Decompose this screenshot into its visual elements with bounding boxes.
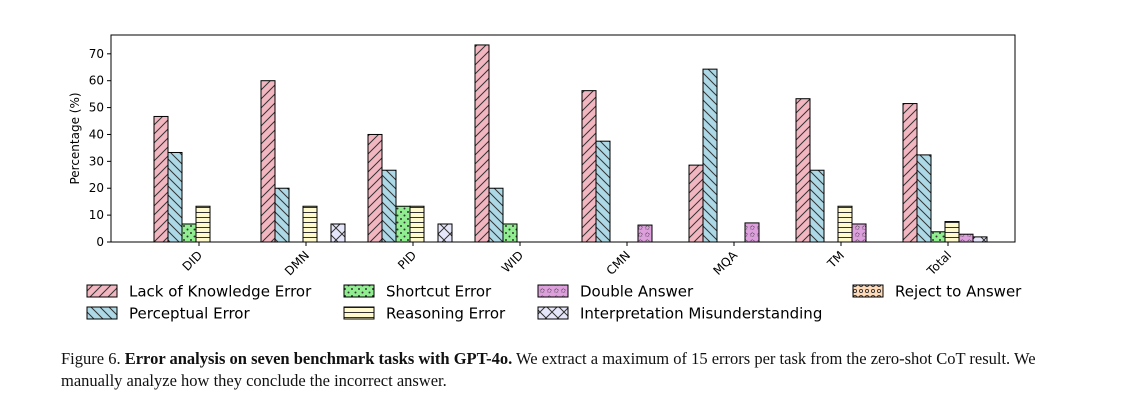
bar-hatch-reasoning-error: [302, 205, 318, 243]
bar-hatch-lack-of-knowledge-error: [795, 98, 811, 243]
y-tick-label: 40: [89, 127, 104, 141]
bar-hatch-reasoning-error: [837, 205, 853, 243]
legend-label-reject-to-answer: Reject to Answer: [895, 283, 1022, 301]
x-tick-label: DMN: [282, 248, 312, 278]
bar-hatch-lack-of-knowledge-error: [367, 133, 383, 243]
bar-hatch-double-answer: [851, 223, 867, 243]
x-tick-label: CMN: [604, 248, 633, 277]
legend-swatch-hatch-reject-to-answer: [852, 284, 884, 298]
bar-hatch-perceptual-error: [167, 151, 183, 243]
legend-label-double-answer: Double Answer: [580, 283, 694, 301]
legend-swatch-hatch-interpretation-misunderstanding: [537, 306, 569, 320]
bar-hatch-reasoning-error: [409, 205, 425, 243]
legend-swatch-hatch-double-answer: [537, 284, 569, 298]
y-axis: 0 10 20 30 40 50 60 70: [89, 47, 111, 249]
legend-label-lack-of-knowledge-error: Lack of Knowledge Error: [129, 283, 312, 301]
x-tick-label: TM: [824, 248, 847, 271]
bar-hatch-shortcut-error: [502, 223, 518, 243]
x-tick-label: MQA: [710, 248, 740, 278]
y-tick-label: 30: [89, 154, 104, 168]
bar-hatch-shortcut-error: [395, 205, 411, 243]
y-tick-label: 20: [89, 181, 104, 195]
caption-bold-title: Error analysis on seven benchmark tasks …: [124, 349, 513, 368]
legend-label-interpretation-misunderstanding: Interpretation Misunderstanding: [580, 305, 822, 323]
bar-hatch-double-answer: [958, 233, 974, 243]
bars-layer: [153, 44, 988, 243]
y-tick-label: 70: [89, 47, 104, 61]
bar-hatch-interpretation-misunderstanding: [972, 236, 988, 243]
legend: Lack of Knowledge Error Perceptual Error S…: [86, 283, 1022, 323]
bar-hatch-perceptual-error: [381, 169, 397, 243]
legend-swatch-hatch-lack-of-knowledge-error: [86, 284, 118, 298]
bar-hatch-interpretation-misunderstanding: [437, 223, 453, 243]
bar-hatch-perceptual-error: [702, 68, 718, 243]
bar-hatch-lack-of-knowledge-error: [474, 44, 490, 243]
bar-hatch-shortcut-error: [930, 231, 946, 243]
bar-hatch-interpretation-misunderstanding: [330, 223, 346, 243]
bar-hatch-reasoning-error: [195, 205, 211, 243]
x-tick-label: PID: [395, 248, 419, 272]
bar-hatch-lack-of-knowledge-error: [260, 80, 276, 243]
caption-text: We extract a maximum of 15 errors per ta…: [61, 349, 1036, 390]
bar-hatch-lack-of-knowledge-error: [153, 115, 169, 243]
caption-label: Figure 6.: [61, 349, 121, 368]
bar-hatch-lack-of-knowledge-error: [902, 103, 918, 243]
bar-hatch-perceptual-error: [488, 187, 504, 243]
x-tick-label: DID: [180, 248, 205, 273]
bar-hatch-lack-of-knowledge-error: [688, 164, 704, 243]
plot-frame: [110, 34, 1016, 243]
x-tick-label: WID: [499, 248, 526, 275]
legend-swatch-hatch-reasoning-error: [343, 306, 375, 320]
bar-hatch-perceptual-error: [274, 187, 290, 243]
bar-hatch-lack-of-knowledge-error: [581, 90, 597, 243]
figure-caption: Figure 6. Error analysis on seven benchm…: [61, 348, 1071, 392]
y-tick-label: 10: [89, 208, 104, 222]
y-tick-label: 0: [96, 235, 104, 249]
legend-swatch-hatch-perceptual-error: [86, 306, 118, 320]
bar-hatch-perceptual-error: [916, 154, 932, 243]
legend-label-shortcut-error: Shortcut Error: [386, 283, 492, 301]
bar-hatch-perceptual-error: [595, 140, 611, 243]
y-axis-label: Percentage (%): [68, 92, 82, 184]
y-tick-label: 60: [89, 74, 104, 88]
bar-hatch-double-answer: [637, 224, 653, 243]
bar-hatch-perceptual-error: [809, 169, 825, 243]
legend-label-perceptual-error: Perceptual Error: [129, 305, 250, 323]
bar-hatch-reasoning-error: [944, 221, 960, 243]
legend-label-reasoning-error: Reasoning Error: [386, 305, 506, 323]
bar-hatch-shortcut-error: [181, 223, 197, 243]
legend-swatch-hatch-shortcut-error: [343, 284, 375, 298]
x-tick-label: Total: [924, 248, 954, 278]
x-axis: DID DMN PID WID CMN MQA TM Total: [180, 242, 954, 279]
bar-hatch-double-answer: [744, 222, 760, 243]
y-tick-label: 50: [89, 101, 104, 115]
